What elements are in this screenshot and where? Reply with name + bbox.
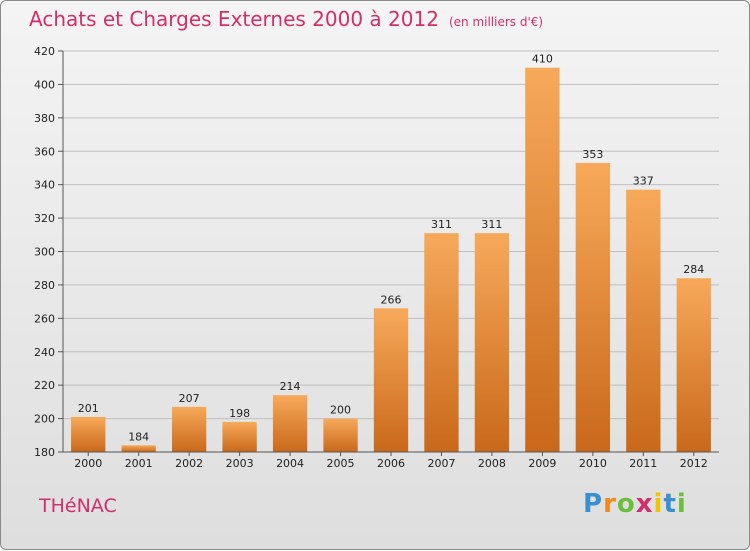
- y-tick-label: 200: [34, 413, 55, 426]
- y-tick-label: 400: [34, 78, 55, 91]
- logo-letter: o: [616, 489, 636, 519]
- x-tick-label-2002: 2002: [175, 457, 203, 470]
- x-tick-label-2007: 2007: [427, 457, 455, 470]
- chart-unit: (en milliers d'€): [448, 15, 544, 29]
- data-label-2000: 201: [78, 402, 99, 415]
- data-label-2010: 353: [582, 148, 603, 161]
- y-tick-label: 180: [34, 446, 55, 459]
- bar-2006: [373, 308, 409, 452]
- x-tick-label-2005: 2005: [327, 457, 355, 470]
- data-label-2003: 198: [229, 407, 250, 420]
- proxiti-logo: Proxiti: [583, 489, 687, 519]
- bar-2009: [525, 67, 560, 452]
- axes: 180 200 220 240 260 280 300 320 340 360 380 400 420 2…: [34, 45, 719, 470]
- logo-letter: i: [676, 489, 687, 519]
- chart-title: Achats et Charges Externes 2000 à 2012 (e…: [29, 7, 543, 31]
- data-label-2005: 200: [330, 404, 351, 417]
- y-tick-label: 420: [34, 45, 55, 58]
- y-tick-label: 360: [34, 145, 55, 158]
- logo-letter: i: [653, 489, 664, 519]
- bars: 201 184 207 198 214 200 266 311 311 410 353 337 284: [71, 53, 711, 452]
- x-tick-label-2001: 2001: [125, 457, 153, 470]
- x-tick-label-2010: 2010: [579, 457, 607, 470]
- bar-2002: [171, 406, 207, 452]
- y-tick-label: 220: [34, 379, 55, 392]
- locality-name: THéNAC: [39, 495, 117, 517]
- y-tick-label: 320: [34, 212, 55, 225]
- data-label-2006: 266: [381, 293, 402, 306]
- x-tick-label-2011: 2011: [629, 457, 657, 470]
- logo-letter: P: [583, 489, 604, 519]
- bar-2003: [222, 421, 257, 452]
- chart-title-text: Achats et Charges Externes 2000 à 2012: [29, 7, 439, 31]
- x-tick-label-2012: 2012: [680, 457, 708, 470]
- x-tick-label-2006: 2006: [377, 457, 405, 470]
- y-tick-label: 300: [34, 246, 55, 259]
- y-tick-label: 280: [34, 279, 55, 292]
- y-tick-label: 380: [34, 112, 55, 125]
- logo-letter: x: [635, 489, 654, 519]
- data-label-2001: 184: [128, 430, 149, 443]
- y-tick-label: 340: [34, 179, 55, 192]
- data-label-2009: 410: [532, 53, 553, 66]
- logo-letter: r: [603, 489, 617, 519]
- bar-2005: [323, 418, 358, 452]
- data-label-2007: 311: [431, 218, 452, 231]
- bar-2012: [676, 278, 711, 452]
- x-tick-label-2003: 2003: [226, 457, 254, 470]
- x-tick-label-2000: 2000: [74, 457, 102, 470]
- bar-2004: [272, 395, 308, 452]
- bar-2000: [71, 416, 106, 452]
- bar-2001: [121, 445, 156, 452]
- bar-2011: [626, 189, 661, 452]
- data-label-2008: 311: [481, 218, 502, 231]
- x-tick-label-2008: 2008: [478, 457, 506, 470]
- x-tick-label-2009: 2009: [528, 457, 556, 470]
- logo-letter: t: [663, 489, 677, 519]
- data-label-2002: 207: [179, 392, 200, 405]
- y-tick-label: 240: [34, 346, 55, 359]
- bar-2007: [424, 233, 459, 452]
- y-tick-label: 260: [34, 312, 55, 325]
- bar-2010: [575, 162, 611, 452]
- bar-2008: [474, 233, 510, 452]
- data-label-2004: 214: [280, 380, 301, 393]
- x-tick-label-2004: 2004: [276, 457, 304, 470]
- data-label-2012: 284: [683, 263, 704, 276]
- data-label-2011: 337: [633, 175, 654, 188]
